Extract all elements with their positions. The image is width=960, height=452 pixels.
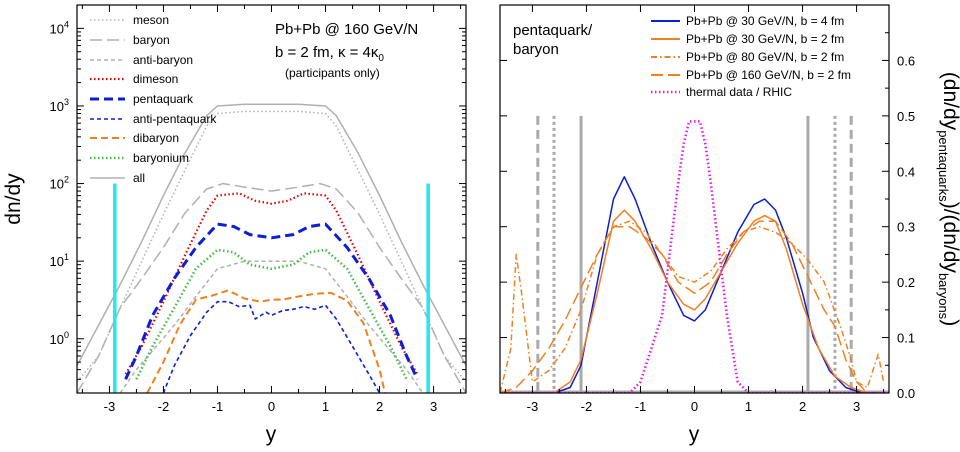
left-y-axis-label: dn/dy: [2, 173, 25, 225]
left-y-tick-exponent: 2: [64, 175, 69, 185]
left-x-tick-label: -2: [158, 399, 170, 414]
left-annotation-line1: Pb+Pb @ 160 GeV/N: [275, 21, 418, 38]
left-y-tick-label: 100: [50, 330, 69, 347]
left-x-tick-label: 1: [322, 399, 329, 414]
series-line-baryonium: [135, 248, 408, 380]
right-x-tick-label: 3: [853, 399, 860, 414]
legend-label-dibaryon: dibaryon: [133, 131, 179, 145]
left-x-tick-label: 3: [430, 399, 437, 414]
left-y-tick-base: 10: [50, 177, 64, 192]
left-annotation-line3: (participants only): [285, 66, 380, 80]
right-axes: -3 -2 -1 0 1 2 3 0.0 0.1 0.2 0.3 0.4 0.5 0.6: [500, 5, 915, 414]
left-annotation-line2-subscript: 0: [378, 53, 384, 64]
left-y-tick-label: 104: [50, 19, 69, 36]
left-x-axis-label: y: [266, 423, 277, 446]
left-y-tick-base: 10: [50, 21, 64, 36]
left-x-tick-label: -3: [104, 399, 116, 414]
right-chart-panel: -3 -2 -1 0 1 2 3 0.0 0.1 0.2 0.3 0.4 0.5 0.6 y (dn/dy…: [499, 4, 960, 446]
right-x-tick-label: -2: [581, 399, 593, 414]
legend-label-dimeson: dimeson: [133, 72, 178, 86]
right-x-tick-label: 0: [691, 399, 698, 414]
right-y-tick-label: 0.2: [897, 275, 915, 290]
left-annotation-line2: b = 2 fm, κ = 4κ0: [275, 44, 384, 64]
series-line-s80b2: [500, 220, 885, 393]
right-x-axis-label: y: [689, 423, 700, 446]
legend-label-all: all: [133, 171, 145, 185]
legend-label-80gev-b2: Pb+Pb @ 80 GeV/N, b = 2 fm: [686, 50, 844, 64]
legend-label-anti-baryon: anti-baryon: [133, 53, 193, 67]
right-y-label-sub1: pentaquarks: [936, 130, 951, 202]
series-line-pentaquark: [124, 222, 419, 380]
legend-label-30gev-b4: Pb+Pb @ 30 GeV/N, b = 4 fm: [686, 14, 844, 28]
legend-label-baryonium: baryonium: [133, 151, 189, 165]
right-y-label-part1: (dn/dy: [939, 72, 960, 131]
left-y-tick-exponent: 3: [64, 97, 69, 107]
left-y-tick-base: 10: [50, 254, 64, 269]
series-line-s30b2: [500, 209, 868, 393]
left-x-tick-label: -1: [212, 399, 224, 414]
right-y-label-sub2: baryons: [936, 273, 951, 320]
right-y-tick-label: 0.0: [897, 386, 915, 401]
left-x-tick-label: 2: [376, 399, 383, 414]
series-line-anti-pentaquark: [162, 300, 381, 393]
left-plot-area: [77, 103, 466, 393]
legend-label-pentaquark: pentaquark: [133, 92, 194, 106]
right-y-tick-label: 0.3: [897, 220, 915, 235]
left-legend: meson baryon anti-baryon dimeson pentaqu…: [90, 13, 217, 185]
series-line-all: [77, 103, 466, 367]
legend-label-160gev-b2: Pb+Pb @ 160 GeV/N, b = 2 fm: [686, 68, 851, 82]
right-plot-area: [500, 115, 889, 393]
right-annotation-line1: pentaquark/: [513, 22, 593, 39]
left-y-tick-base: 10: [50, 332, 64, 347]
left-y-tick-exponent: 0: [64, 330, 69, 340]
right-legend: Pb+Pb @ 30 GeV/N, b = 4 fm Pb+Pb @ 30 Ge…: [651, 14, 851, 99]
legend-label-meson: meson: [133, 13, 169, 27]
legend-label-30gev-b2: Pb+Pb @ 30 GeV/N, b = 2 fm: [686, 32, 844, 46]
left-y-tick-exponent: 1: [64, 252, 69, 262]
series-line-dimeson: [124, 192, 419, 375]
series-line-baryon: [77, 182, 466, 393]
left-y-tick-label: 101: [50, 252, 69, 269]
right-y-axis-label: (dn/dypentaquarks)/(dn/dybaryons): [936, 72, 960, 326]
left-y-tick-exponent: 4: [64, 19, 69, 29]
right-annotation-line2: baryon: [513, 41, 559, 58]
legend-label-anti-pentaquark: anti-pentaquark: [133, 112, 217, 126]
series-line-anti-baryon: [119, 260, 424, 393]
series-line-thermal: [500, 120, 889, 393]
right-x-tick-label: 2: [799, 399, 806, 414]
series-line-s160b2: [500, 220, 879, 393]
left-y-tick-label: 102: [50, 175, 69, 192]
legend-label-thermal: thermal data / RHIC: [686, 85, 792, 99]
right-x-tick-label: -3: [527, 399, 539, 414]
right-y-tick-label: 0.1: [897, 331, 915, 346]
right-y-tick-label: 0.5: [897, 109, 915, 124]
right-y-label-part2: )/(dn/dy: [939, 202, 960, 274]
right-y-tick-label: 0.4: [897, 164, 915, 179]
left-y-tick-base: 10: [50, 99, 64, 114]
legend-label-baryon: baryon: [133, 33, 170, 47]
right-x-tick-label: 1: [745, 399, 752, 414]
right-y-tick-label: 0.6: [897, 53, 915, 68]
left-y-tick-label: 103: [50, 97, 69, 114]
right-y-label-part3: ): [939, 319, 960, 326]
left-x-tick-label: 0: [268, 399, 275, 414]
right-x-tick-label: -1: [635, 399, 647, 414]
left-annotation-line2-text: b = 2 fm, κ = 4κ: [275, 44, 379, 61]
